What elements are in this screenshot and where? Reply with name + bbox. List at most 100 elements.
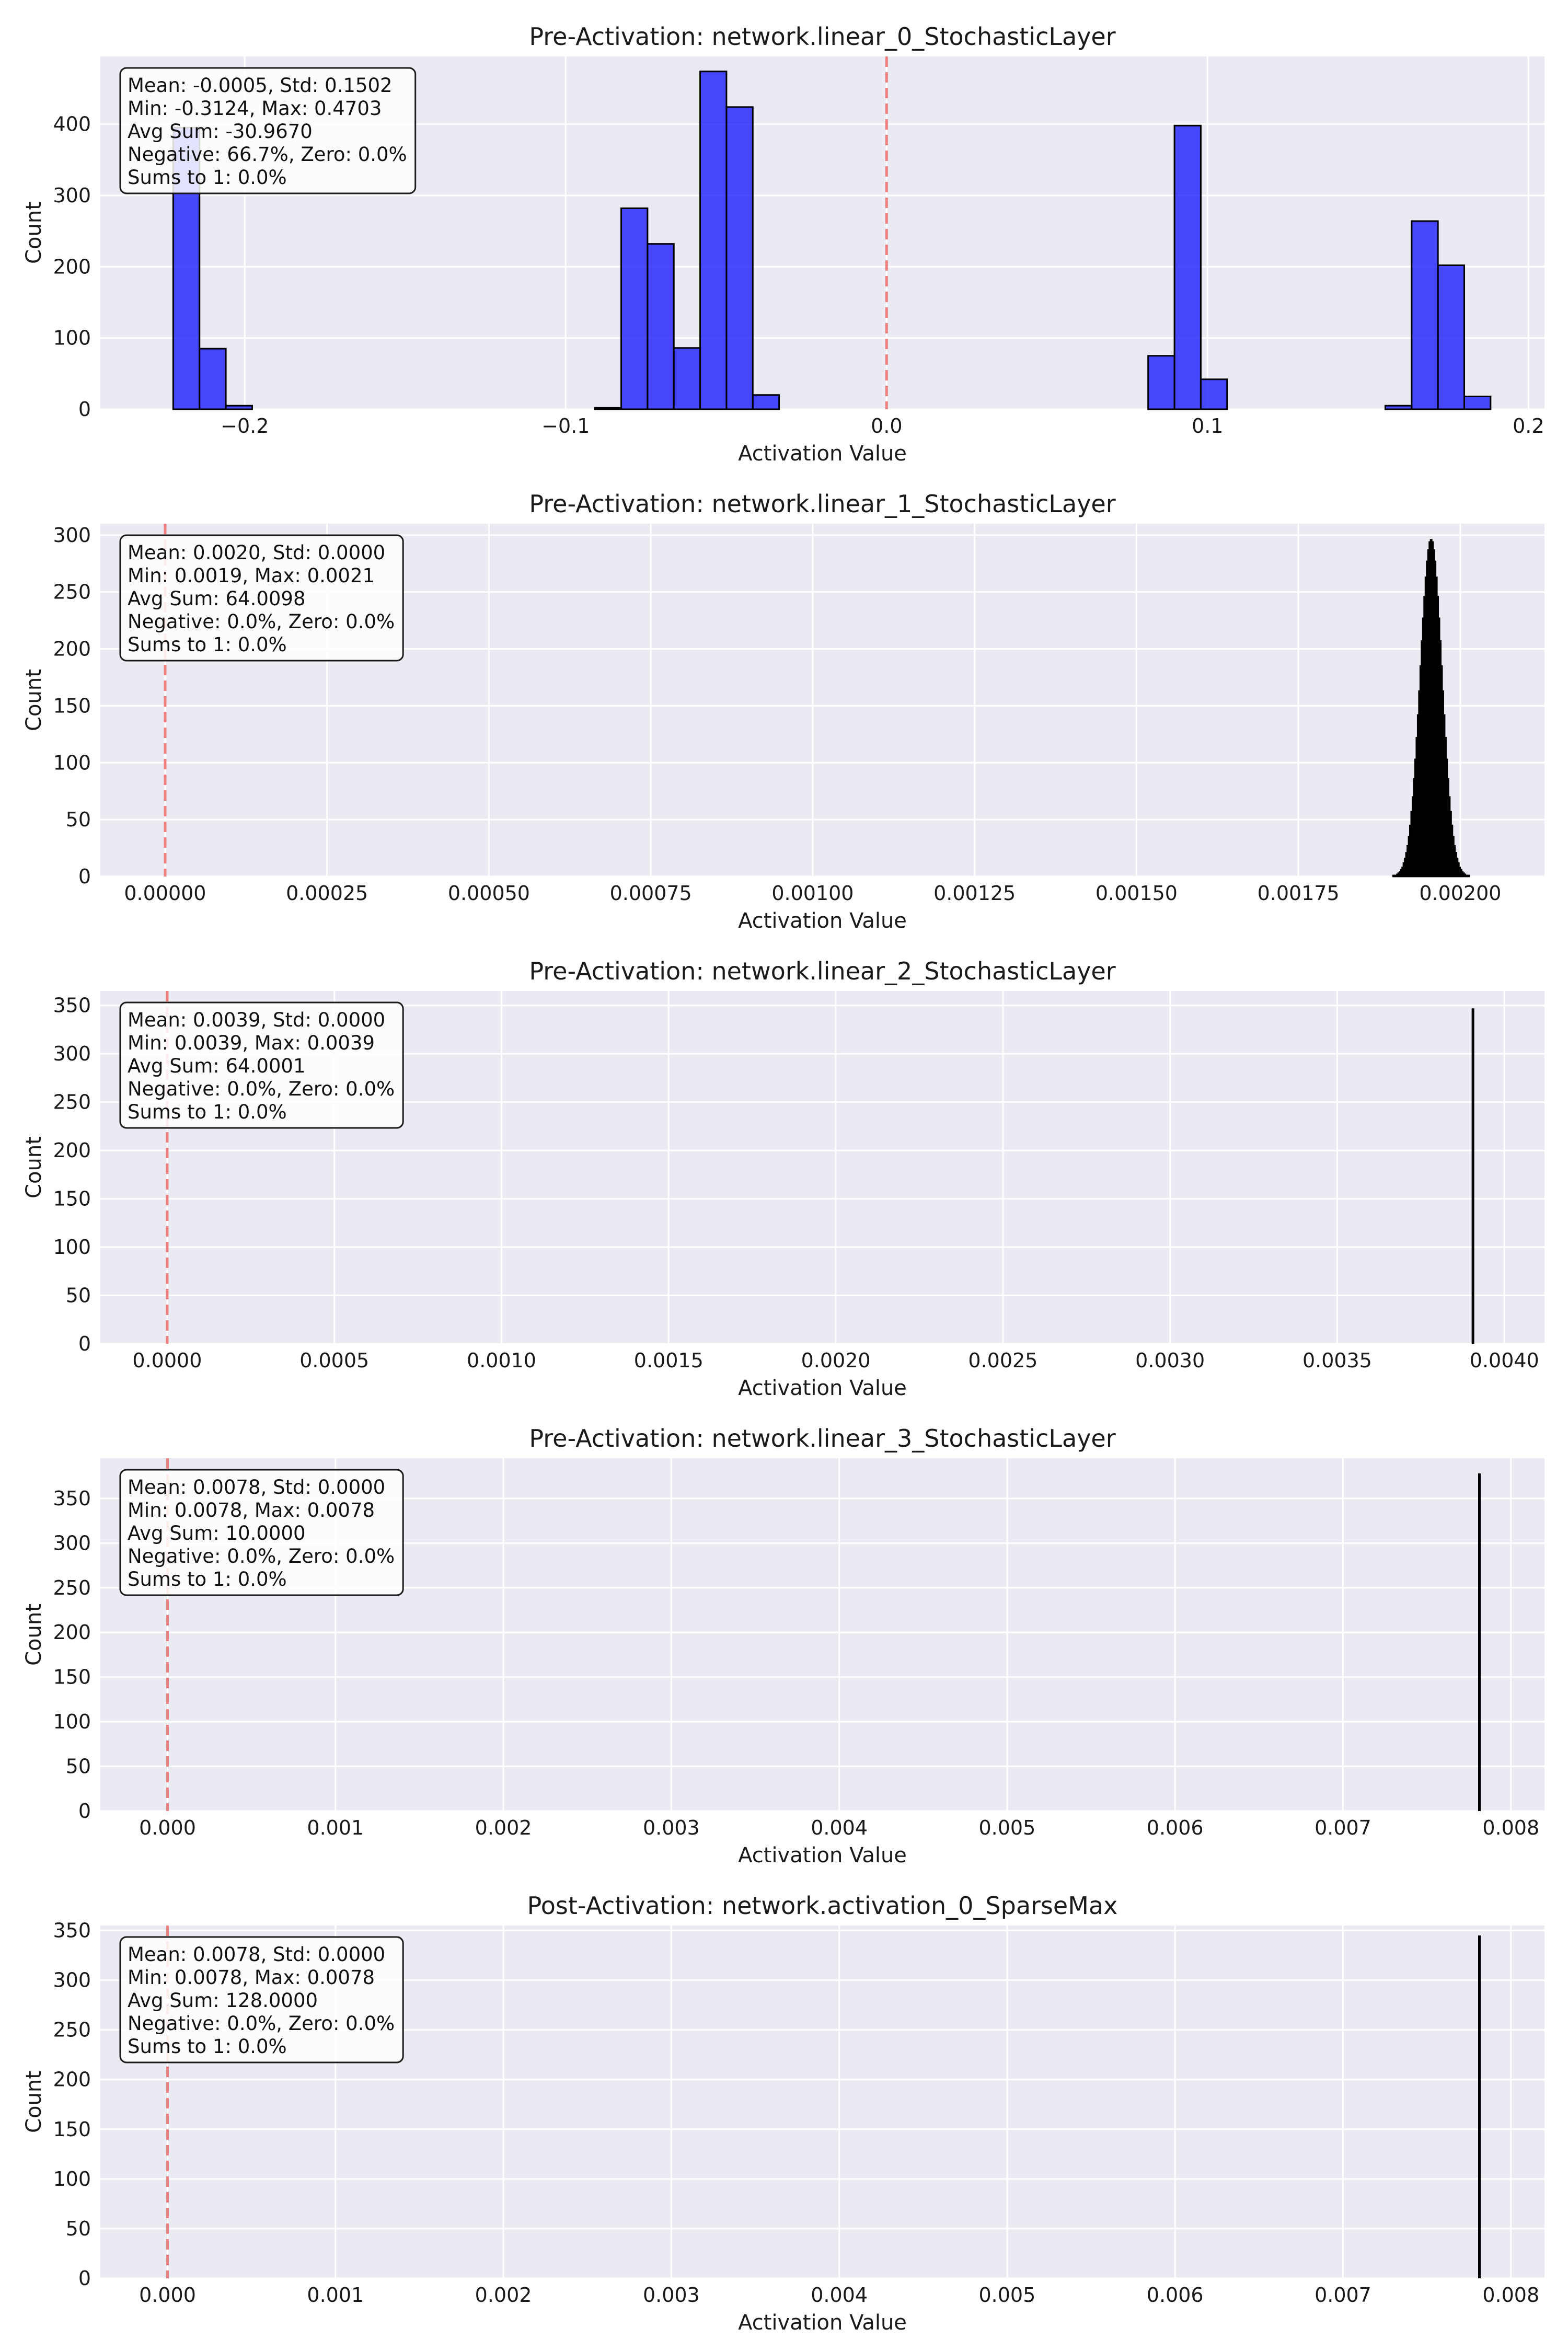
chart-title: Pre-Activation: network.linear_3_Stochas…: [529, 1424, 1115, 1452]
chart-title: Pre-Activation: network.linear_1_Stochas…: [529, 490, 1115, 518]
stats-box-frame: [119, 1001, 404, 1129]
stats-line: Avg Sum: 128.0000: [128, 1989, 318, 2012]
stats-line: Mean: 0.0020, Std: 0.0000: [128, 541, 385, 564]
x-tick-label: 0.004: [811, 2284, 868, 2307]
y-tick-label: 100: [53, 327, 91, 350]
stats-line: Min: 0.0078, Max: 0.0078: [128, 1966, 375, 1989]
stats-box-frame: [119, 1936, 404, 2063]
histogram-bar: [1147, 355, 1175, 410]
stats-line: Negative: 66.7%, Zero: 0.0%: [128, 143, 407, 166]
stats-line: Min: -0.3124, Max: 0.4703: [128, 97, 382, 120]
stats-line: Avg Sum: 10.0000: [128, 1522, 306, 1544]
x-tick-label: −0.2: [221, 414, 269, 437]
histogram-bar: [1467, 874, 1470, 878]
y-tick-label: 0: [78, 1332, 91, 1355]
x-axis-label: Activation Value: [738, 909, 907, 933]
x-tick-label: −0.1: [541, 414, 590, 437]
stats-line: Avg Sum: 64.0001: [128, 1055, 306, 1077]
x-tick-label: 0.002: [475, 1816, 532, 1839]
histogram-bar: [673, 347, 701, 410]
stats-line: Min: 0.0039, Max: 0.0039: [128, 1032, 375, 1054]
chart-title: Post-Activation: network.activation_0_Sp…: [527, 1892, 1118, 1920]
x-tick-label: 0.003: [643, 1816, 700, 1839]
histogram-panel-0: −0.2 −0.1 0.0 0.1 0.2 0 100 200 300 400 Pre-Activa…: [22, 22, 1544, 466]
stats-line: Negative: 0.0%, Zero: 0.0%: [128, 610, 395, 633]
stats-line: Sums to 1: 0.0%: [128, 1568, 287, 1590]
x-tick-label: 0.0005: [299, 1349, 369, 1372]
x-axis-label: Activation Value: [738, 2311, 907, 2335]
x-tick-label: 0.008: [1482, 1816, 1539, 1839]
x-tick-label: 0.005: [979, 2284, 1036, 2307]
x-tick-label: 0.00075: [610, 882, 692, 905]
x-tick-label: 0.000: [139, 2284, 196, 2307]
y-tick-label: 300: [53, 1969, 91, 1992]
y-axis-label: Count: [22, 2071, 46, 2133]
histogram-panel-3: 0.000 0.001 0.002 0.003 0.004 0.005 0.006 0.007…: [22, 1424, 1544, 1867]
x-tick-label: 0.0040: [1470, 1349, 1539, 1372]
y-tick-label: 0: [78, 2267, 91, 2290]
histogram-bar: [1463, 395, 1492, 410]
x-tick-label: 0.0020: [801, 1349, 871, 1372]
y-tick-label: 200: [53, 255, 91, 278]
y-tick-label: 200: [53, 638, 91, 661]
x-tick-label: 0.00125: [933, 882, 1016, 905]
histogram-bar: [1200, 378, 1228, 410]
stats-line: Negative: 0.0%, Zero: 0.0%: [128, 1545, 395, 1567]
stats-line: Min: 0.0078, Max: 0.0078: [128, 1499, 375, 1521]
y-tick-label: 100: [53, 1710, 91, 1733]
y-tick-label: 250: [53, 2019, 91, 2042]
x-tick-label: 0.005: [979, 1816, 1036, 1839]
x-tick-label: 0.0030: [1135, 1349, 1205, 1372]
chart-title: Pre-Activation: network.linear_2_Stochas…: [529, 957, 1115, 985]
y-tick-label: 250: [53, 581, 91, 604]
y-tick-label: 250: [53, 1576, 91, 1599]
y-tick-label: 50: [66, 2217, 91, 2240]
x-tick-label: 0.0010: [467, 1349, 536, 1372]
y-tick-label: 300: [53, 1042, 91, 1065]
x-tick-label: 0.2: [1513, 414, 1544, 437]
x-tick-label: 0.007: [1315, 1816, 1371, 1839]
stats-line: Negative: 0.0%, Zero: 0.0%: [128, 1078, 395, 1100]
chart-title: Pre-Activation: network.linear_0_Stochas…: [529, 22, 1115, 51]
y-tick-label: 50: [66, 808, 91, 831]
x-tick-label: 0.00200: [1419, 882, 1501, 905]
y-axis-label: Count: [22, 1604, 46, 1666]
y-tick-label: 400: [53, 113, 91, 136]
histogram-bar: [594, 407, 622, 410]
stats-line: Mean: -0.0005, Std: 0.1502: [128, 74, 393, 97]
x-tick-label: 0.006: [1147, 2284, 1204, 2307]
x-tick-label: 0.00025: [286, 882, 368, 905]
x-axis-label: Activation Value: [738, 1843, 907, 1867]
stats-line: Sums to 1: 0.0%: [128, 166, 287, 189]
x-tick-label: 0.001: [307, 1816, 364, 1839]
histogram-panel-1: 0.00000 0.00025 0.00050 0.00075 0.00100 0.001…: [22, 490, 1544, 933]
y-tick-label: 200: [53, 1139, 91, 1162]
histogram-bar: [1173, 124, 1202, 410]
x-tick-label: 0.00050: [448, 882, 530, 905]
histogram-bar: [1411, 220, 1439, 410]
stats-line: Sums to 1: 0.0%: [128, 2035, 287, 2058]
y-tick-label: 100: [53, 1236, 91, 1259]
histogram-bar: [647, 243, 675, 410]
x-axis-label: Activation Value: [738, 442, 907, 466]
x-axis-label: Activation Value: [738, 1376, 907, 1400]
histogram-bar: [1437, 264, 1466, 410]
histogram-bar: [225, 405, 253, 410]
y-tick-label: 0: [78, 398, 91, 421]
y-tick-label: 100: [53, 2167, 91, 2190]
x-tick-label: 0.008: [1482, 2284, 1539, 2307]
x-tick-label: 0.001: [307, 2284, 364, 2307]
histogram-bar: [725, 106, 754, 410]
stats-line: Avg Sum: -30.9670: [128, 120, 313, 143]
histogram-bar: [620, 207, 649, 410]
y-tick-label: 0: [78, 865, 91, 888]
y-axis-label: Count: [22, 202, 46, 264]
x-tick-label: 0.00175: [1258, 882, 1340, 905]
y-tick-label: 150: [53, 694, 91, 717]
stats-line: Negative: 0.0%, Zero: 0.0%: [128, 2012, 395, 2035]
x-tick-label: 0.003: [643, 2284, 700, 2307]
x-tick-label: 0.0000: [132, 1349, 202, 1372]
